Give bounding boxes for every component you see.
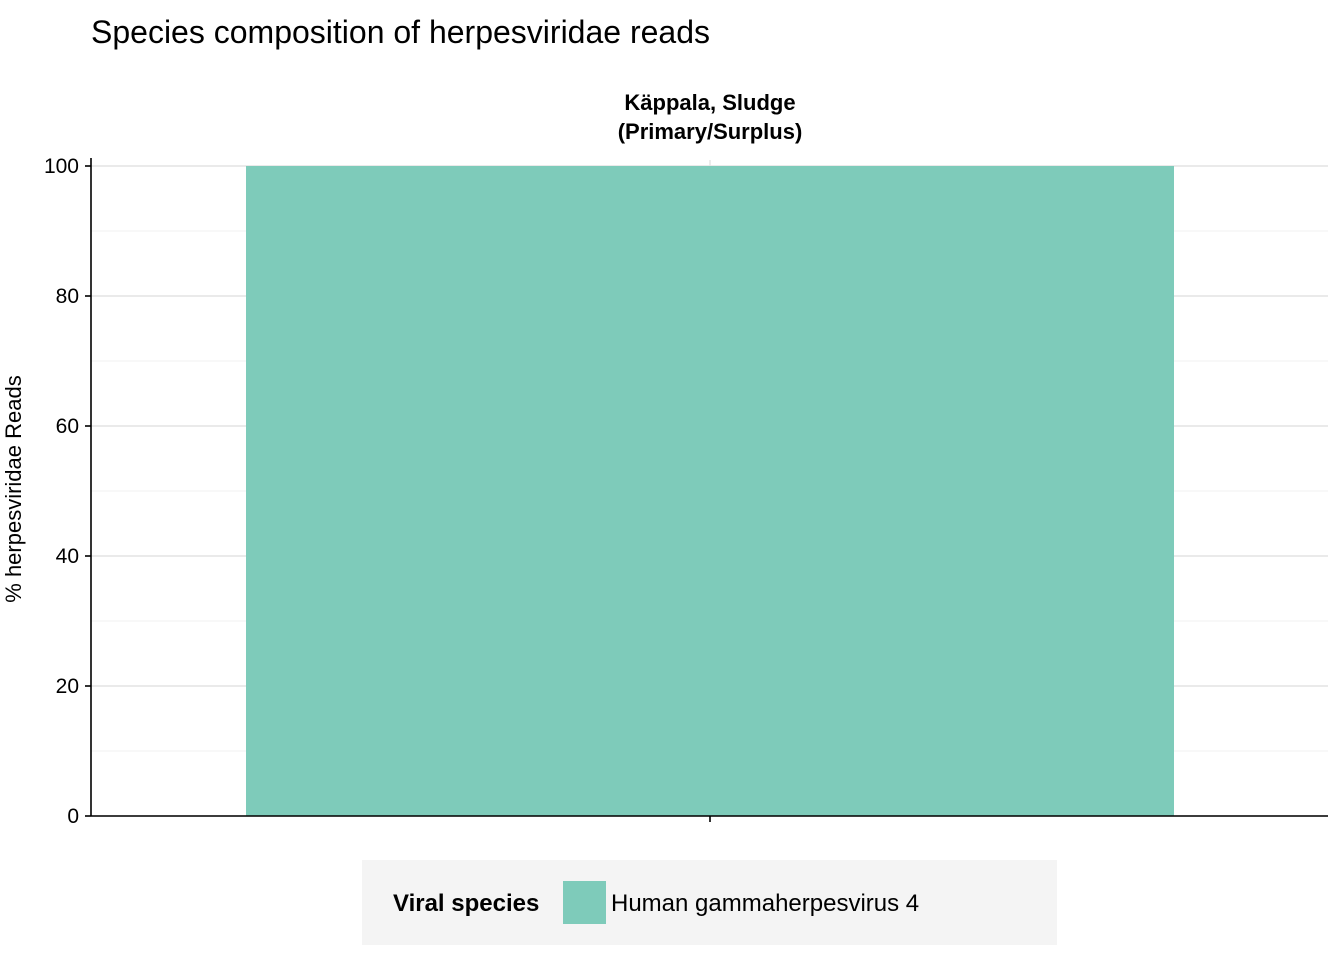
facet-label-line-2: (Primary/Surplus): [617, 119, 803, 144]
legend: Viral species Human gammaherpesvirus 4: [362, 860, 1057, 945]
chart-title: Species composition of herpesviridae rea…: [91, 14, 710, 50]
legend-item-label: Human gammaherpesvirus 4: [611, 890, 920, 917]
facet-label-line-1: Käppala, Sludge: [624, 90, 796, 115]
facet-label: Käppala, Sludge (Primary/Surplus): [560, 88, 860, 146]
y-tick-label: 80: [56, 285, 79, 308]
legend-title: Viral species: [393, 890, 540, 917]
y-tick-label: 0: [67, 805, 79, 828]
y-ticks: 0 20 40 60 80 100: [44, 155, 91, 828]
y-tick-label: 100: [44, 155, 79, 178]
y-tick-label: 60: [56, 415, 79, 438]
legend-swatch: [563, 881, 606, 924]
y-tick-label: 40: [56, 545, 79, 568]
y-tick-label: 20: [56, 675, 79, 698]
bars: [246, 166, 1174, 816]
axes: [90, 158, 1328, 822]
bar-human-gammaherpesvirus-4: [246, 166, 1174, 816]
plot-area: 0 20 40 60 80 100: [44, 155, 1328, 828]
